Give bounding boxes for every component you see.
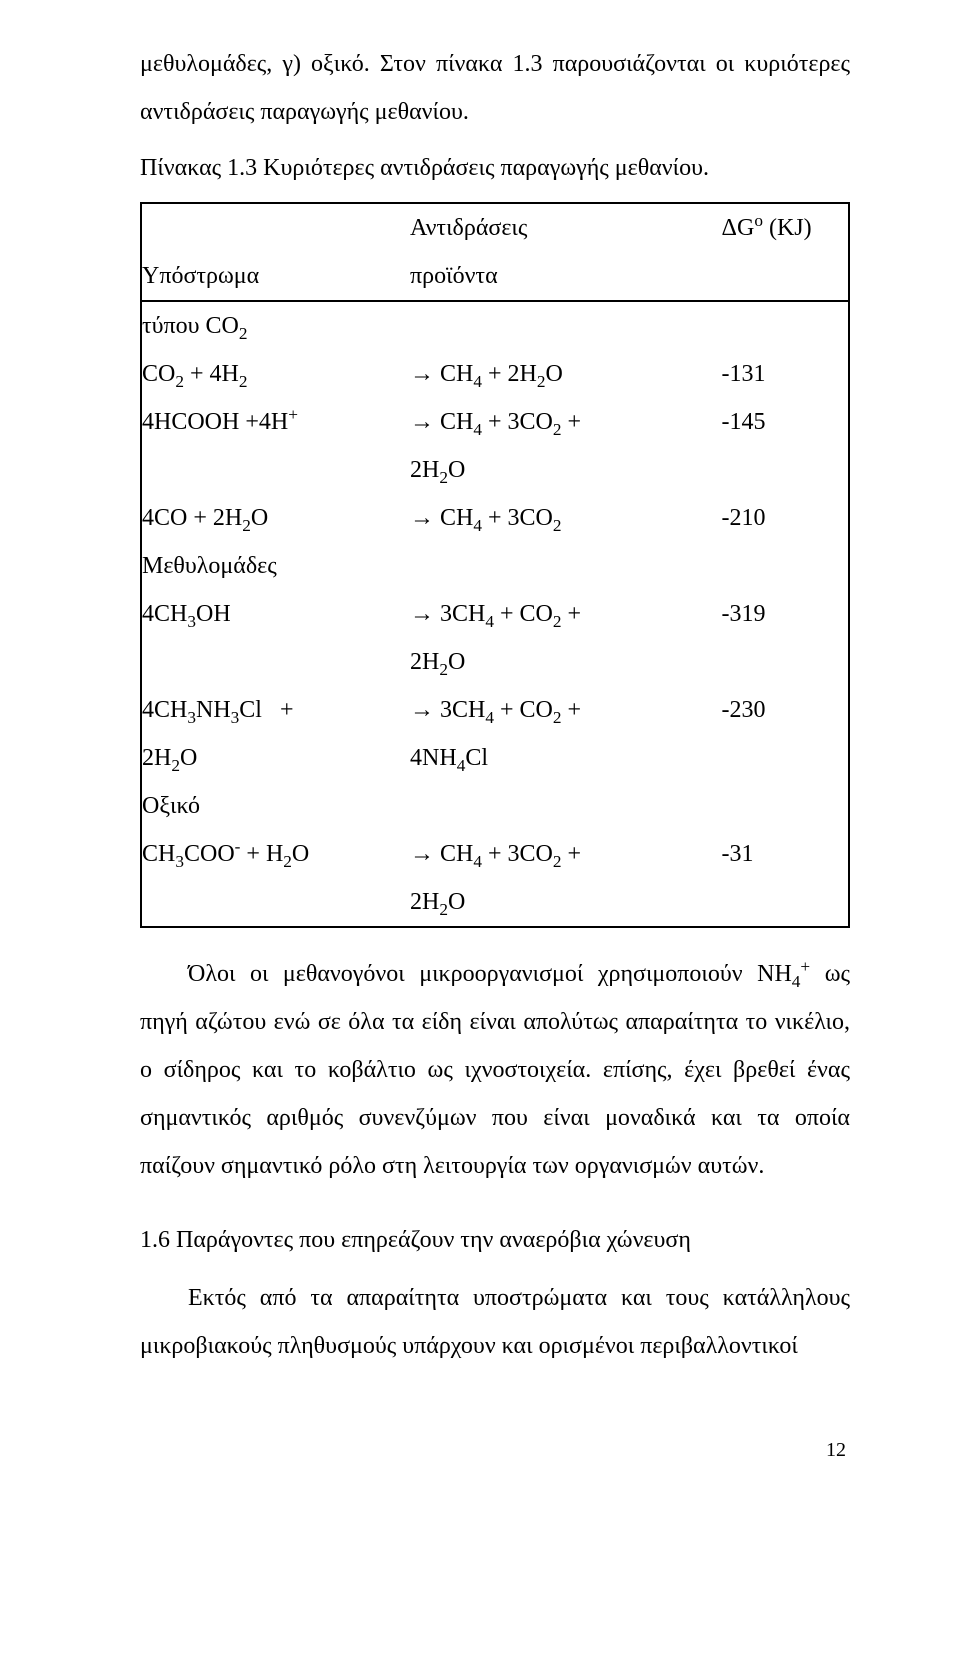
r1-prod: → CH4 + 2H2O — [410, 350, 722, 398]
row-r4a: 4CH3OH → 3CH4 + CO2 + -319 — [141, 590, 849, 638]
header-empty — [141, 203, 410, 252]
row-r5b: 2H2O 4NH4Cl — [141, 734, 849, 782]
cell-empty — [722, 782, 849, 830]
r5-dg: -230 — [722, 686, 849, 734]
r6-empty2 — [722, 878, 849, 927]
row-r2a: 4HCOOH +4H+ → CH4 + 3CO2 + -145 — [141, 398, 849, 446]
r2-sub: 4HCOOH +4H+ — [141, 398, 410, 446]
reactions-table: Αντιδράσεις ΔGo (KJ) Υπόστρωμα προϊόντα … — [140, 202, 850, 928]
row-methyl: Μεθυλομάδες — [141, 542, 849, 590]
r3-dg: -210 — [722, 494, 849, 542]
r2-prod-a: → CH4 + 3CO2 + — [410, 398, 722, 446]
row-r3: 4CO + 2H2O → CH4 + 3CO2 -210 — [141, 494, 849, 542]
header-dg: ΔGo (KJ) — [722, 203, 849, 252]
section-heading: 1.6 Παράγοντες που επηρεάζουν την αναερό… — [140, 1216, 850, 1264]
row-r5a: 4CH3NH3Cl + → 3CH4 + CO2 + -230 — [141, 686, 849, 734]
r6-prod-b: 2H2O — [410, 878, 722, 927]
r1-sub: CO2 + 4H2 — [141, 350, 410, 398]
r3-prod: → CH4 + 3CO2 — [410, 494, 722, 542]
page-number: 12 — [140, 1430, 850, 1470]
row-type-co2: τύπου CO2 — [141, 301, 849, 350]
r6-dg: -31 — [722, 830, 849, 878]
r4-sub: 4CH3OH — [141, 590, 410, 638]
r4-empty — [141, 638, 410, 686]
r4-dg: -319 — [722, 590, 849, 638]
row-r4b: 2H2O — [141, 638, 849, 686]
table-header-row-2: Υπόστρωμα προϊόντα — [141, 252, 849, 301]
r1-dg: -131 — [722, 350, 849, 398]
r4-prod-b: 2H2O — [410, 638, 722, 686]
row-r2b: 2H2O — [141, 446, 849, 494]
header-dg-empty — [722, 252, 849, 301]
r2-empty2 — [722, 446, 849, 494]
row-r6b: 2H2O — [141, 878, 849, 927]
r5-sub-a: 4CH3NH3Cl + — [141, 686, 410, 734]
row-r1: CO2 + 4H2 → CH4 + 2H2O -131 — [141, 350, 849, 398]
table-caption: Πίνακας 1.3 Κυριότερες αντιδράσεις παραγ… — [140, 144, 850, 192]
r5-prod-a: → 3CH4 + CO2 + — [410, 686, 722, 734]
row-r6a: CH3COO- + H2O → CH4 + 3CO2 + -31 — [141, 830, 849, 878]
r2-prod-b: 2H2O — [410, 446, 722, 494]
body-paragraph-2: Εκτός από τα απαραίτητα υποστρώματα και … — [140, 1274, 850, 1370]
r5-empty — [722, 734, 849, 782]
intro-line-1: μεθυλομάδες, γ) οξικό. Στον πίνακα 1.3 π… — [140, 51, 850, 77]
label-type-co2: τύπου CO2 — [141, 301, 722, 350]
r3-sub: 4CO + 2H2O — [141, 494, 410, 542]
row-acetic: Οξικό — [141, 782, 849, 830]
cell-empty — [722, 542, 849, 590]
header-products: προϊόντα — [410, 252, 722, 301]
r6-sub: CH3COO- + H2O — [141, 830, 410, 878]
r6-empty — [141, 878, 410, 927]
r5-prod-b: 4NH4Cl — [410, 734, 722, 782]
header-reactions: Αντιδράσεις — [410, 203, 722, 252]
header-substrate: Υπόστρωμα — [141, 252, 410, 301]
cell-empty — [722, 301, 849, 350]
intro-line-2: αντιδράσεις παραγωγής μεθανίου. — [140, 99, 469, 125]
r6-prod-a: → CH4 + 3CO2 + — [410, 830, 722, 878]
r4-prod-a: → 3CH4 + CO2 + — [410, 590, 722, 638]
label-methyl: Μεθυλομάδες — [141, 542, 722, 590]
label-acetic: Οξικό — [141, 782, 722, 830]
intro-paragraph: μεθυλομάδες, γ) οξικό. Στον πίνακα 1.3 π… — [140, 40, 850, 136]
r2-dg: -145 — [722, 398, 849, 446]
body-paragraph-1: Όλοι οι μεθανογόνοι μικροοργανισμοί χρησ… — [140, 950, 850, 1190]
table-header-row-1: Αντιδράσεις ΔGo (KJ) — [141, 203, 849, 252]
reactions-table-wrap: Αντιδράσεις ΔGo (KJ) Υπόστρωμα προϊόντα … — [140, 202, 850, 928]
r2-empty — [141, 446, 410, 494]
r4-empty2 — [722, 638, 849, 686]
r5-sub-b: 2H2O — [141, 734, 410, 782]
